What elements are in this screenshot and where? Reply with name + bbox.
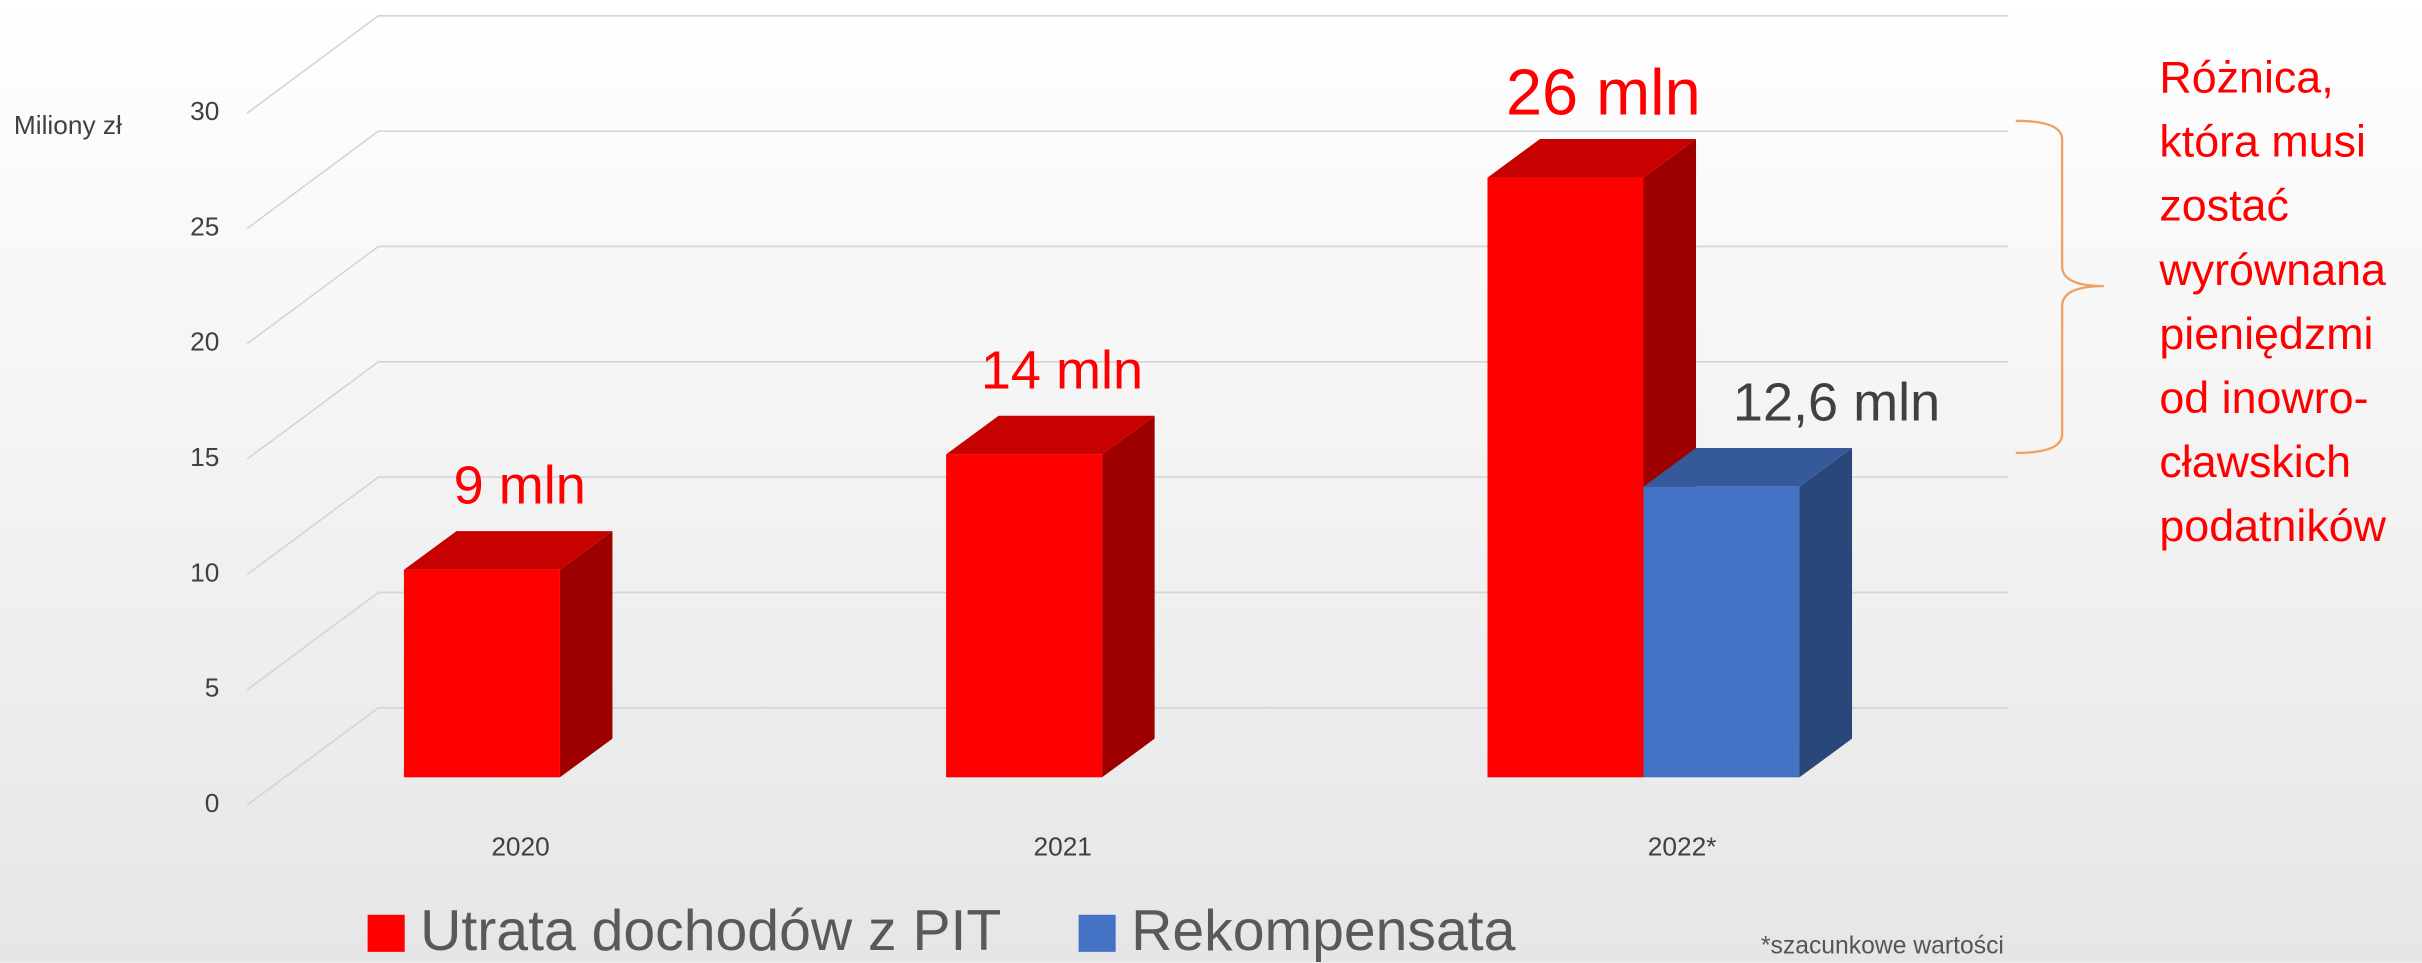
y-tick-label: 10	[190, 557, 219, 587]
bar-side	[559, 531, 613, 778]
y-tick-label: 0	[205, 788, 220, 818]
y-tick-label: 25	[190, 211, 219, 241]
y-tick-label: 30	[190, 96, 219, 126]
annotation-line: podatników	[2159, 501, 2386, 551]
y-tick-label: 5	[205, 673, 220, 703]
annotation-line: zostać	[2159, 181, 2288, 231]
bar-top	[403, 531, 613, 570]
x-tick-label: 2021	[1034, 831, 1092, 861]
annotation-line: pieniędzmi	[2159, 309, 2373, 359]
brace	[2015, 119, 2104, 455]
x-tick-label: 2020	[491, 831, 549, 861]
grid-line	[246, 361, 2009, 460]
legend-label: Rekompensata	[1131, 899, 1516, 963]
annotation-line: cławskich	[2159, 437, 2351, 487]
value-label: 9 mln	[454, 456, 586, 516]
grid-line	[246, 245, 2009, 345]
bar	[1643, 486, 1800, 778]
y-axis-label: Miliony zł	[14, 110, 122, 140]
footnote: *szacunkowe wartości	[1761, 933, 2004, 960]
annotation-line: od inowro-	[2159, 373, 2368, 423]
x-tick-label: 2022*	[1648, 831, 1717, 861]
legend-swatch	[367, 914, 405, 952]
grid-line	[246, 15, 2009, 114]
value-label: 14 mln	[981, 340, 1143, 400]
grid-line	[246, 591, 2009, 691]
annotation-line: która musi	[2159, 117, 2366, 167]
grid-line	[246, 707, 2009, 806]
y-tick-label: 20	[190, 327, 219, 357]
grid-line	[246, 476, 2009, 576]
annotation-line: wyrównana	[2158, 245, 2386, 295]
bar	[1487, 177, 1644, 778]
bar-top	[1643, 448, 1853, 487]
annotation-line: Różnica,	[2159, 52, 2333, 102]
legend-swatch	[1078, 914, 1116, 952]
bar-side	[1102, 415, 1155, 778]
legend-label: Utrata dochodów z PIT	[420, 899, 1001, 963]
y-tick-label: 15	[190, 442, 219, 472]
bar-top	[1487, 138, 1697, 178]
value-label: 26 mln	[1506, 55, 1701, 128]
bar-side	[1799, 448, 1853, 778]
bar	[403, 569, 560, 778]
grid-line	[246, 130, 2009, 230]
bar	[946, 454, 1103, 778]
bar-top	[946, 415, 1155, 455]
value-label: 12,6 mln	[1733, 373, 1940, 433]
